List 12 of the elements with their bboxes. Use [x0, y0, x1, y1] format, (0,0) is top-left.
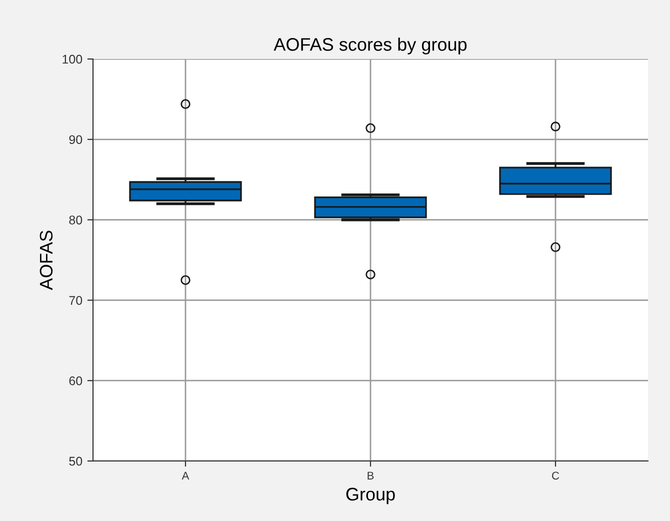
y-tick-label: 80 — [69, 216, 82, 224]
y-tick-label: 100 — [62, 54, 82, 64]
y-tick-label: 60 — [69, 376, 82, 386]
chart-title: AOFAS scores by group — [274, 38, 467, 54]
x-tick-label: A — [182, 472, 190, 480]
y-tick-label: 70 — [69, 296, 82, 305]
x-axis-title: Group — [346, 488, 395, 504]
x-tick-label: B — [368, 472, 374, 480]
y-tick-label: 90 — [69, 135, 82, 144]
y-axis-title: AOFAS — [40, 230, 53, 290]
x-tick-label: C — [552, 472, 560, 480]
y-tick-label: 50 — [69, 456, 82, 466]
